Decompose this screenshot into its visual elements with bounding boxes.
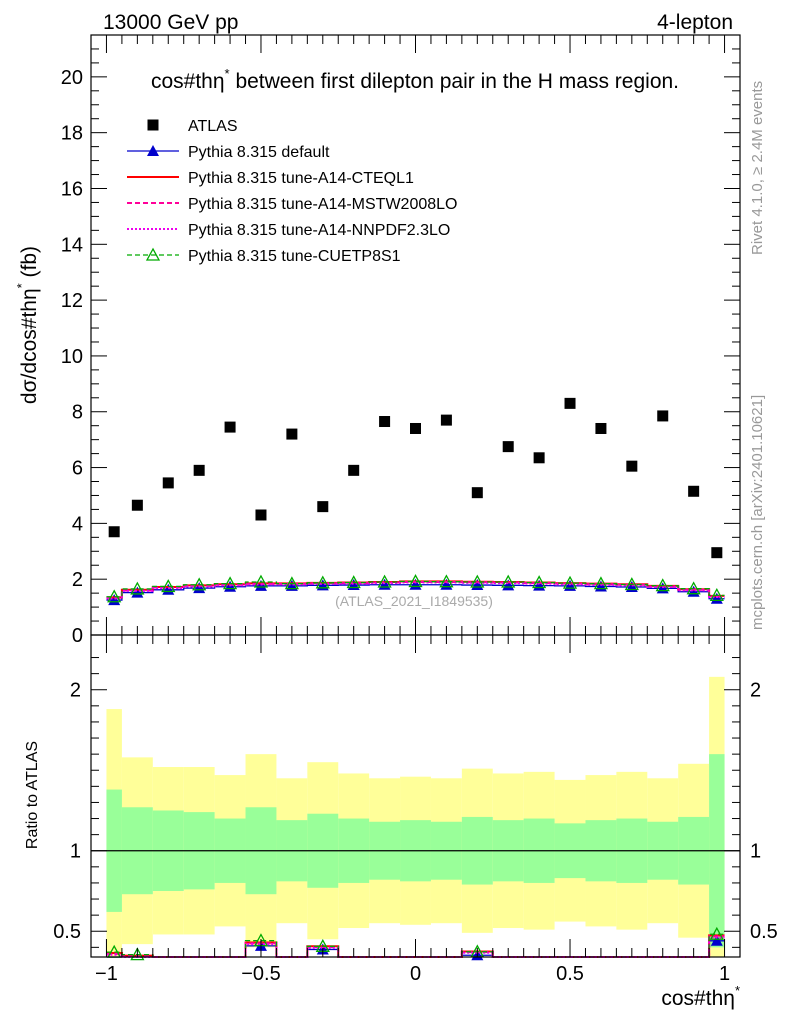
series-marker-cuetp8s1 <box>377 574 392 588</box>
y-tick-label: 2 <box>72 569 83 591</box>
series-marker-cuetp8s1 <box>709 588 724 602</box>
data-point <box>711 547 723 559</box>
y-tick-label: 12 <box>61 290 83 312</box>
series-marker-cuetp8s1 <box>346 575 361 589</box>
data-point <box>224 421 236 433</box>
data-point <box>410 422 421 434</box>
series-marker-cuetp8s1 <box>562 575 578 589</box>
x-tick-label: 0 <box>410 963 421 985</box>
series-marker-cuetp8s1 <box>161 579 176 593</box>
main-marks <box>106 397 725 606</box>
ratio-y-tick-label: 0.5 <box>53 921 81 943</box>
data-point <box>255 509 267 521</box>
ratio-y-tick-label: 1 <box>70 841 81 863</box>
series-line-nnpdf <box>106 581 725 600</box>
series-marker-cuetp8s1 <box>593 576 609 590</box>
data-point <box>471 487 483 499</box>
series-marker-cuetp8s1 <box>655 578 670 592</box>
x-tick-label: −1 <box>95 963 118 985</box>
legend-marker-data <box>147 119 159 131</box>
legend-label-cuetp8s1: Pythia 8.315 tune-CUETP8S1 <box>188 248 401 265</box>
y-tick-label: 4 <box>72 513 83 535</box>
header-process: 4-lepton <box>657 11 733 34</box>
x-axis-label: cos#thη* <box>661 983 740 1010</box>
y-tick-label: 10 <box>61 346 83 368</box>
y-tick-label: 14 <box>61 234 83 256</box>
data-point <box>688 485 700 497</box>
ratio-bands <box>106 676 725 957</box>
main-axes: 0 2 4 6 8 10 12 14 16 18 20 <box>61 35 740 647</box>
ratio-panel: 0.5 0.5 1 1 2 2 −1 −0.5 0 0.5 1 Ratio to ATLAS cos… <box>24 634 778 1010</box>
series-marker-cuetp8s1 <box>222 576 238 590</box>
series-marker-cuetp8s1 <box>107 589 122 603</box>
ratio-y-tick-label-right: 1 <box>750 841 761 863</box>
ratio-y-tick-label-right: 2 <box>750 680 761 702</box>
y-tick-label: 6 <box>72 458 83 480</box>
data-point <box>348 464 360 476</box>
y-tick-label: 18 <box>61 123 83 145</box>
data-point <box>595 422 607 434</box>
series-marker-cuetp8s1 <box>130 581 145 595</box>
data-point <box>626 460 638 472</box>
series-marker-cuetp8s1 <box>439 574 454 588</box>
x-tick-label: 0.5 <box>556 963 584 985</box>
series-marker-cuetp8s1 <box>470 574 485 588</box>
x-tick-label: 1 <box>719 963 730 985</box>
data-point <box>564 397 576 409</box>
legend-label-nnpdf: Pythia 8.315 tune-A14-NNPDF2.3LO <box>188 222 450 239</box>
legend-label-mstw: Pythia 8.315 tune-A14-MSTW2008LO <box>188 196 457 213</box>
ratio-marker-default <box>710 934 723 946</box>
series-line-cuetp8s1 <box>106 580 725 598</box>
x-tick-label: −0.5 <box>241 963 280 985</box>
data-point <box>657 410 669 422</box>
analysis-watermark: (ATLAS_2021_I1849535) <box>335 593 493 609</box>
series-marker-cuetp8s1 <box>686 581 701 595</box>
legend-label-default: Pythia 8.315 default <box>188 144 330 161</box>
ratio-y-tick-label-right: 0.5 <box>750 921 778 943</box>
main-y-axis-label: dσ/dcos#thη* (fb) <box>14 246 41 404</box>
data-point <box>533 452 545 464</box>
rivet-version-label: Rivet 4.1.0, ≥ 2.4M events <box>749 81 766 255</box>
y-tick-label: 20 <box>61 67 83 89</box>
legend-marker-cuetp8s1 <box>145 247 161 261</box>
ratio-axes: 0.5 0.5 1 1 2 2 −1 −0.5 0 0.5 1 <box>53 635 778 985</box>
data-point <box>502 441 514 453</box>
legend-marker-default <box>147 145 159 156</box>
data-point <box>286 428 298 440</box>
ratio-marker-cuetp8s1 <box>709 926 724 940</box>
ratio-y-axis-label: Ratio to ATLAS <box>24 741 41 849</box>
data-point <box>108 526 120 538</box>
data-point <box>317 501 329 513</box>
y-tick-label: 16 <box>61 178 83 200</box>
ratio-marker-cuetp8s1 <box>130 947 145 961</box>
legend: ATLAS Pythia 8.315 default Pythia 8.315 tu… <box>127 118 457 265</box>
main-title: cos#thη* between first dilepton pair in … <box>151 66 679 93</box>
series-marker-cuetp8s1 <box>253 574 269 588</box>
ratio-y-tick-label: 2 <box>70 680 81 702</box>
legend-label-cteql1: Pythia 8.315 tune-A14-CTEQL1 <box>188 170 414 187</box>
data-point <box>131 499 143 511</box>
y-tick-label: 8 <box>72 402 83 424</box>
series-marker-cuetp8s1 <box>532 575 547 589</box>
header-energy: 13000 GeV pp <box>103 11 238 34</box>
data-point <box>440 414 452 426</box>
data-point <box>379 416 391 428</box>
y-tick-label: 0 <box>72 625 83 647</box>
mcplots-label: mcplots.cern.ch [arXiv:2401.10621] <box>749 395 766 630</box>
series-marker-cuetp8s1 <box>408 574 423 588</box>
series-marker-cuetp8s1 <box>624 577 639 591</box>
legend-label-data: ATLAS <box>188 118 238 135</box>
series-marker-cuetp8s1 <box>501 574 516 588</box>
data-point <box>193 464 205 476</box>
main-panel: 0 2 4 6 8 10 12 14 16 18 20 cos#thη* between first… <box>14 34 741 647</box>
series-marker-cuetp8s1 <box>284 576 299 590</box>
series-marker-default <box>131 586 144 598</box>
series-marker-cuetp8s1 <box>315 575 330 589</box>
series-marker-cuetp8s1 <box>192 577 207 591</box>
data-point <box>162 477 174 489</box>
